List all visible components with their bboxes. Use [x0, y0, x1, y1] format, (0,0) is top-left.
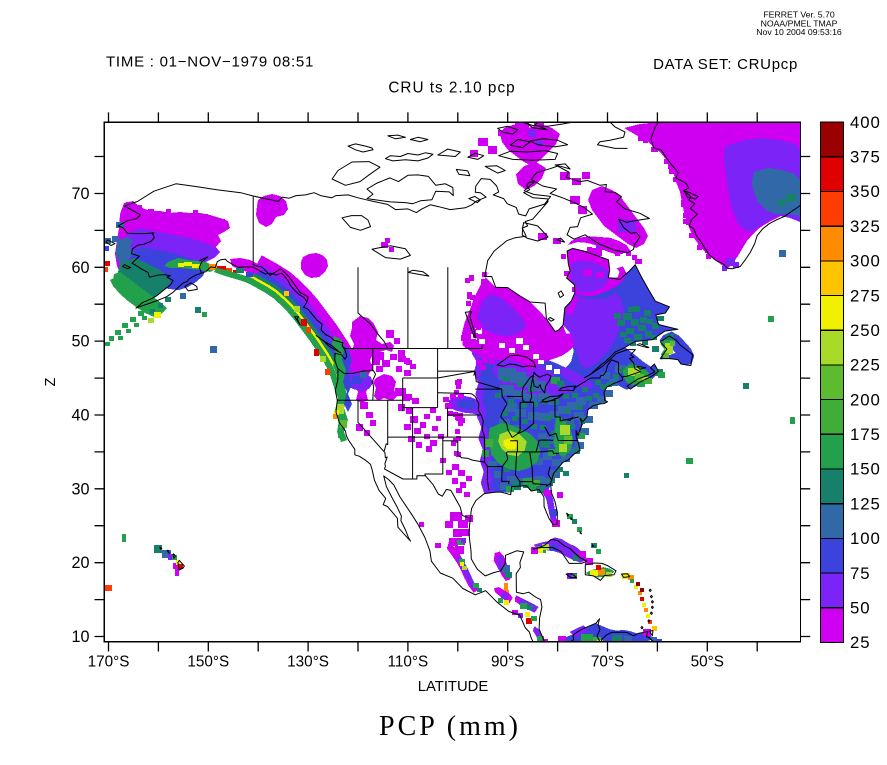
svg-text:50°S: 50°S — [691, 654, 724, 671]
svg-text:CRU ts 2.10 pcp: CRU ts 2.10 pcp — [388, 80, 515, 97]
svg-text:70°S: 70°S — [591, 654, 624, 671]
svg-text:40: 40 — [71, 406, 89, 424]
svg-text:75: 75 — [850, 564, 870, 583]
svg-text:NOAA/PMEL TMAP: NOAA/PMEL TMAP — [761, 19, 838, 29]
svg-text:175: 175 — [850, 425, 881, 444]
svg-text:130°S: 130°S — [287, 654, 329, 671]
svg-text:100: 100 — [850, 529, 881, 548]
svg-text:60: 60 — [71, 259, 89, 277]
svg-text:Nov 10 2004 09:53:16: Nov 10 2004 09:53:16 — [756, 27, 842, 37]
svg-text:LATITUDE: LATITUDE — [418, 679, 489, 695]
svg-text:150: 150 — [850, 460, 881, 479]
svg-text:20: 20 — [71, 554, 89, 572]
svg-text:250: 250 — [850, 321, 881, 340]
svg-text:TIME : 01−NOV−1979 08:51: TIME : 01−NOV−1979 08:51 — [106, 54, 314, 71]
svg-text:90°S: 90°S — [491, 654, 524, 671]
svg-text:400: 400 — [850, 113, 881, 132]
svg-text:PCP (mm): PCP (mm) — [379, 711, 521, 742]
svg-text:225: 225 — [850, 356, 881, 375]
svg-text:30: 30 — [71, 480, 89, 498]
svg-text:275: 275 — [850, 286, 881, 305]
svg-text:200: 200 — [850, 390, 881, 409]
svg-text:DATA SET: CRUpcp: DATA SET: CRUpcp — [653, 56, 798, 73]
svg-text:50: 50 — [850, 599, 870, 618]
svg-text:125: 125 — [850, 494, 881, 513]
svg-text:25: 25 — [850, 633, 870, 652]
svg-text:110°S: 110°S — [388, 654, 429, 671]
svg-text:300: 300 — [850, 252, 881, 271]
svg-text:50: 50 — [71, 333, 89, 351]
svg-text:350: 350 — [850, 182, 881, 201]
svg-text:70: 70 — [71, 185, 89, 203]
svg-text:Z: Z — [43, 377, 59, 386]
svg-text:FERRET Ver. 5.70: FERRET Ver. 5.70 — [763, 10, 834, 20]
svg-text:150°S: 150°S — [187, 654, 229, 671]
svg-text:10: 10 — [71, 628, 89, 646]
svg-text:170°S: 170°S — [88, 654, 130, 671]
svg-text:375: 375 — [850, 147, 881, 166]
svg-text:325: 325 — [850, 217, 881, 236]
